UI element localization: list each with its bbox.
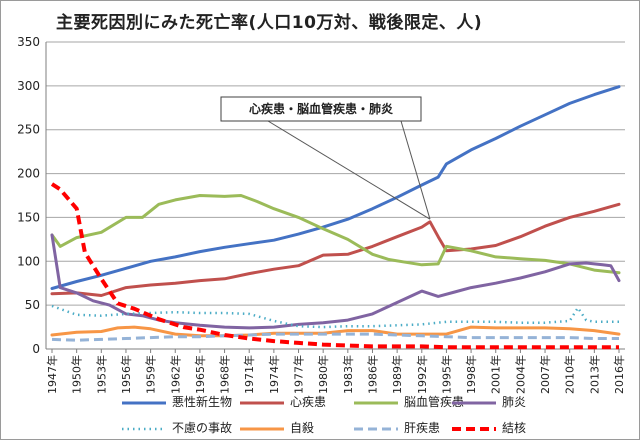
y-tick-label: 0: [32, 342, 40, 356]
x-tick-label: 1971年: [242, 355, 256, 394]
legend-swatch: [122, 401, 166, 404]
x-tick-label: 1983年: [341, 355, 355, 394]
series-line: [50, 194, 621, 275]
legend-swatch: [354, 427, 398, 430]
legend-item: 脳血管疾患: [352, 394, 464, 410]
y-tick-label: 150: [17, 210, 40, 224]
legend-item: 肝疾患: [352, 420, 440, 436]
x-tick-label: 1950年: [70, 355, 84, 394]
x-tick-label: 1995年: [439, 355, 453, 394]
annotation-leader: [400, 120, 431, 220]
y-tick-label: 350: [17, 35, 40, 49]
x-tick-label: 1986年: [365, 355, 379, 394]
legend-item: 悪性新生物: [120, 394, 232, 410]
legend-label: 結核: [502, 421, 527, 435]
y-tick-label: 50: [25, 298, 40, 312]
legend-swatch: [240, 401, 284, 404]
series-line: [50, 202, 621, 297]
x-tick-label: 2013年: [587, 355, 601, 394]
x-tick-label: 2007年: [538, 355, 552, 394]
x-tick-label: 1992年: [415, 355, 429, 394]
legend-label: 自殺: [290, 421, 315, 435]
x-tick-label: 1974年: [267, 355, 281, 394]
x-tick-label: 1953年: [94, 355, 108, 394]
series-line: [51, 332, 619, 342]
x-tick-label: 1998年: [464, 355, 478, 394]
legend-swatch: [122, 427, 166, 430]
x-tick-label: 1968年: [218, 355, 232, 394]
legend-label: 肝疾患: [404, 421, 441, 435]
y-tick-label: 100: [17, 254, 40, 268]
x-tick-label: 1962年: [168, 355, 182, 394]
y-tick-label: 200: [17, 167, 40, 181]
legend-label: 肺炎: [502, 395, 527, 409]
y-tick-label: 300: [17, 79, 40, 93]
y-tick-label: 250: [17, 123, 40, 137]
series-line: [51, 304, 619, 329]
chart-title: 主要死因別にみた死亡率(人口10万対、戦後限定、人): [56, 13, 483, 33]
legend-item: 自殺: [238, 420, 314, 436]
x-tick-label: 2010年: [563, 355, 577, 394]
legend-label: 心疾患: [290, 395, 327, 409]
series-line: [50, 233, 621, 330]
x-tick-label: 1959年: [144, 355, 158, 394]
legend-item: 肺炎: [450, 394, 526, 410]
legend-swatch: [240, 427, 284, 430]
x-tick-label: 1965年: [193, 355, 207, 394]
x-tick-label: 1989年: [390, 355, 404, 394]
x-tick-label: 2001年: [489, 355, 503, 394]
x-tick-label: 1977年: [292, 355, 306, 394]
legend-swatch: [354, 401, 398, 404]
annotation-text: 心疾患・脳血管疾患・肺炎: [249, 101, 393, 116]
legend-swatch: [452, 426, 496, 431]
series-line: [50, 182, 619, 350]
legend-label: 不慮の事故: [172, 421, 233, 435]
legend-label: 脳血管疾患: [404, 395, 465, 409]
legend-item: 心疾患: [238, 394, 326, 410]
x-tick-label: 1956年: [119, 355, 133, 394]
annotation-box: [220, 96, 422, 122]
x-tick-label: 1947年: [45, 355, 59, 394]
x-tick-label: 2004年: [513, 355, 527, 394]
series-line: [50, 85, 621, 290]
legend-label: 悪性新生物: [172, 395, 233, 409]
x-tick-label: 1980年: [316, 355, 330, 394]
annotation-leader: [267, 120, 431, 220]
legend-item: 結核: [450, 420, 526, 436]
legend-swatch: [452, 401, 496, 404]
x-tick-label: 2016年: [612, 355, 626, 394]
legend-item: 不慮の事故: [120, 420, 232, 436]
